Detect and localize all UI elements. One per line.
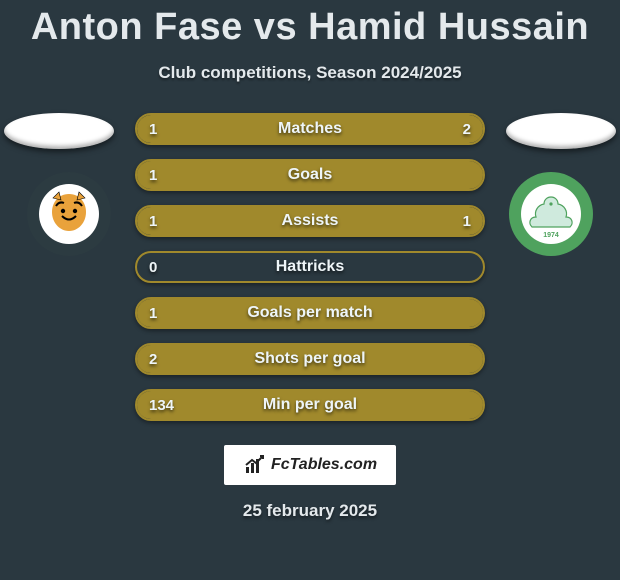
page-title: Anton Fase vs Hamid Hussain (0, 0, 620, 49)
stat-bar: Min per goal134 (135, 389, 485, 421)
brand-text: FcTables.com (271, 456, 377, 474)
stat-bar: Shots per goal2 (135, 343, 485, 375)
date-text: 25 february 2025 (0, 501, 620, 521)
stat-value-left: 1 (149, 207, 157, 235)
stat-value-left: 1 (149, 299, 157, 327)
player-left-flag (4, 113, 114, 149)
stat-bar: Hattricks0 (135, 251, 485, 283)
stat-value-left: 2 (149, 345, 157, 373)
stat-label: Shots per goal (137, 345, 483, 373)
stat-label: Min per goal (137, 391, 483, 419)
stat-bar: Assists1 1 (135, 205, 485, 237)
stat-label: Goals (137, 161, 483, 189)
stat-value-right: 2 (463, 115, 471, 143)
stat-label: Assists (137, 207, 483, 235)
stat-label: Matches (137, 115, 483, 143)
stat-label: Goals per match (137, 299, 483, 327)
stat-bar: Goals1 (135, 159, 485, 191)
club-left-logo (26, 171, 112, 257)
stat-bars: Matches12Goals1Assists11Hattricks0Goals … (135, 113, 485, 421)
player-right-flag (506, 113, 616, 149)
stat-value-right: 1 (463, 207, 471, 235)
stat-bar: Matches1 2 (135, 113, 485, 145)
stat-label: Hattricks (137, 253, 483, 281)
stat-value-left: 0 (149, 253, 157, 281)
stat-value-left: 1 (149, 161, 157, 189)
stat-value-left: 1 (149, 115, 157, 143)
club-right-year: 1974 (543, 232, 559, 239)
club-right-logo: 1974 (508, 171, 594, 257)
brand-chart-icon (243, 453, 267, 477)
stat-bar: Goals per match1 (135, 297, 485, 329)
comparison-content: 1974 Matches12Goals1Assists11Hattricks0G… (0, 113, 620, 421)
stat-value-left: 134 (149, 391, 174, 419)
subtitle: Club competitions, Season 2024/2025 (0, 63, 620, 83)
brand-badge: FcTables.com (224, 445, 396, 485)
